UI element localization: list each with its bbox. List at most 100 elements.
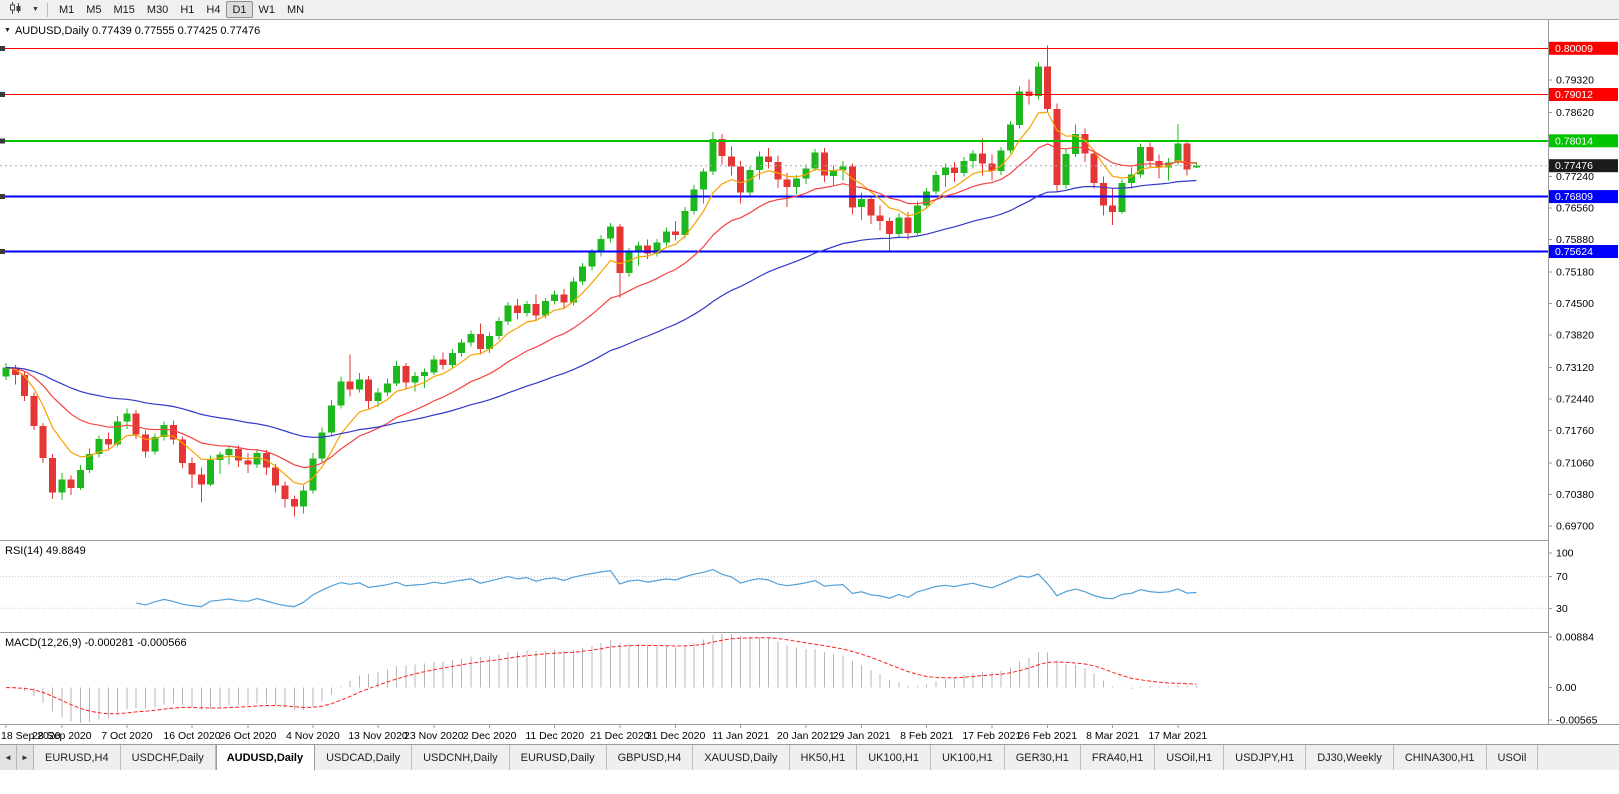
svg-text:29 Jan 2021: 29 Jan 2021 xyxy=(833,730,891,742)
svg-text:8 Mar 2021: 8 Mar 2021 xyxy=(1086,730,1139,742)
chart-tab-ger30-h1[interactable]: GER30,H1 xyxy=(1004,745,1081,770)
svg-text:2 Dec 2020: 2 Dec 2020 xyxy=(463,730,517,742)
period-button-w1[interactable]: W1 xyxy=(258,3,276,16)
hline-handle[interactable] xyxy=(0,194,5,200)
svg-text:20 Jan 2021: 20 Jan 2021 xyxy=(777,730,835,742)
svg-text:16 Oct 2020: 16 Oct 2020 xyxy=(163,730,220,742)
chart-tab-usdcnh-daily[interactable]: USDCNH,Daily xyxy=(412,745,510,770)
svg-text:17 Feb 2021: 17 Feb 2021 xyxy=(962,730,1021,742)
svg-text:0.74500: 0.74500 xyxy=(1556,298,1594,310)
macd-histogram xyxy=(14,634,1197,723)
svg-text:21 Dec 2020: 21 Dec 2020 xyxy=(590,730,650,742)
time-axis[interactable] xyxy=(0,725,1619,744)
hline-handle[interactable] xyxy=(0,249,5,254)
svg-text:30: 30 xyxy=(1556,603,1568,615)
price-badge: 0.76809 xyxy=(1549,190,1618,204)
svg-text:0.71060: 0.71060 xyxy=(1556,458,1594,470)
svg-text:70: 70 xyxy=(1556,571,1568,583)
chart-tabs: EURUSD,H4 USDCHF,Daily AUDUSD,Daily USDCAD,… xyxy=(34,745,1539,770)
chevron-down-icon[interactable]: ▼ xyxy=(32,6,39,13)
svg-text:0.79012: 0.79012 xyxy=(1555,89,1593,101)
svg-text:4 Nov 2020: 4 Nov 2020 xyxy=(286,730,340,742)
tab-scroll-right-button[interactable]: ► xyxy=(17,745,34,770)
price-badge: 0.78014 xyxy=(1549,134,1618,148)
svg-text:0.76560: 0.76560 xyxy=(1556,203,1594,215)
svg-text:28 Sep 2020: 28 Sep 2020 xyxy=(32,730,92,742)
svg-text:0.75624: 0.75624 xyxy=(1555,246,1593,258)
svg-text:18 Sep 2020: 18 Sep 2020 xyxy=(1,730,61,742)
svg-text:0.00: 0.00 xyxy=(1556,682,1577,694)
svg-text:7 Oct 2020: 7 Oct 2020 xyxy=(101,730,153,742)
svg-text:11 Jan 2021: 11 Jan 2021 xyxy=(712,730,769,742)
svg-text:0.76809: 0.76809 xyxy=(1555,191,1593,203)
svg-text:0.00884: 0.00884 xyxy=(1556,632,1594,644)
chart-tab-gbpusd-h4[interactable]: GBPUSD,H4 xyxy=(606,745,694,770)
svg-text:26 Feb 2021: 26 Feb 2021 xyxy=(1018,730,1077,742)
period-button-d1[interactable]: D1 xyxy=(226,1,253,18)
hline-handle[interactable] xyxy=(0,45,5,51)
svg-text:0.77476: 0.77476 xyxy=(1555,160,1593,172)
chart-tab-usdjpy-h1[interactable]: USDJPY,H1 xyxy=(1224,745,1307,770)
candlestick-series xyxy=(2,45,1200,517)
timeframe-button-group: M1 M5 M15 M30 H1 H4 D1 W1 MN xyxy=(53,1,310,18)
period-button-h1[interactable]: H1 xyxy=(180,3,195,16)
svg-text:0.75180: 0.75180 xyxy=(1556,267,1594,279)
ma-line-7 xyxy=(5,111,1197,486)
svg-text:0.73820: 0.73820 xyxy=(1556,330,1594,342)
period-button-m30[interactable]: M30 xyxy=(146,3,169,16)
svg-text:0.69700: 0.69700 xyxy=(1556,521,1594,533)
svg-text:13 Nov 2020: 13 Nov 2020 xyxy=(348,730,408,742)
macd-signal-line xyxy=(5,637,1197,715)
svg-text:0.75880: 0.75880 xyxy=(1556,234,1594,246)
period-button-mn[interactable]: MN xyxy=(287,3,305,16)
price-badge: 0.80009 xyxy=(1549,41,1618,55)
toolbar: ▼ M1 M5 M15 M30 H1 H4 D1 W1 MN xyxy=(0,0,1619,20)
chart-tab-usoil-h1[interactable]: USOil,H1 xyxy=(1155,745,1225,770)
svg-text:11 Dec 2020: 11 Dec 2020 xyxy=(525,730,584,742)
chart-tab-usdchf-daily[interactable]: USDCHF,Daily xyxy=(120,745,216,770)
chart-tab-uk100-h1[interactable]: UK100,H1 xyxy=(857,745,931,770)
price-badge: 0.75624 xyxy=(1549,245,1618,258)
svg-text:0.80009: 0.80009 xyxy=(1555,43,1593,55)
price-axis-labels: 0.79320 0.78620 0.77240 0.76560 0.75880 0.751… xyxy=(1548,75,1598,727)
chart-tab-bar: ◄ ► EURUSD,H4 USDCHF,Daily AUDUSD,Daily USD… xyxy=(0,744,1619,770)
horizontal-lines-layer xyxy=(0,45,1548,254)
period-button-m5[interactable]: M5 xyxy=(86,3,102,16)
svg-text:26 Oct 2020: 26 Oct 2020 xyxy=(219,730,276,742)
chart-tab-usdcad-daily[interactable]: USDCAD,Daily xyxy=(315,745,413,770)
hline-handle[interactable] xyxy=(0,92,5,97)
ma-line-18 xyxy=(5,143,1197,469)
period-button-m1[interactable]: M1 xyxy=(58,3,75,16)
svg-text:0.77240: 0.77240 xyxy=(1556,171,1594,183)
chart-tab-hk50-h1[interactable]: HK50,H1 xyxy=(789,745,858,770)
svg-text:31 Dec 2020: 31 Dec 2020 xyxy=(646,730,706,742)
rsi-line xyxy=(136,568,1197,608)
price-badge: 0.77476 xyxy=(1549,159,1618,173)
chart-type-button[interactable] xyxy=(3,1,28,18)
period-button-m15[interactable]: M15 xyxy=(113,3,135,16)
svg-text:0.78620: 0.78620 xyxy=(1556,107,1594,119)
chart-tab-eurusd-h4[interactable]: EURUSD,H4 xyxy=(34,745,121,770)
chart-tab-dj30-weekly[interactable]: DJ30,Weekly xyxy=(1306,745,1394,770)
chart-tab-xauusd-daily[interactable]: XAUUSD,Daily xyxy=(693,745,790,770)
svg-text:0.78014: 0.78014 xyxy=(1555,135,1593,147)
hline-handle[interactable] xyxy=(0,138,5,144)
chart-plot-area[interactable]: 0.79320 0.78620 0.77240 0.76560 0.75880 0.751… xyxy=(0,20,1619,744)
candlestick-chart-icon xyxy=(9,2,22,17)
chart-tab-china300-h1[interactable]: CHINA300,H1 xyxy=(1393,745,1487,770)
svg-text:17 Mar 2021: 17 Mar 2021 xyxy=(1148,730,1207,742)
chart-tab-uk100-h1[interactable]: UK100,H1 xyxy=(930,745,1005,770)
period-button-h4[interactable]: H4 xyxy=(206,3,221,16)
toolbar-separator xyxy=(46,2,48,17)
svg-text:-0.00565: -0.00565 xyxy=(1556,715,1598,727)
svg-text:8 Feb 2021: 8 Feb 2021 xyxy=(900,730,953,742)
tab-scroll-left-button[interactable]: ◄ xyxy=(0,745,17,770)
svg-text:100: 100 xyxy=(1556,547,1574,559)
chart-tab-eurusd-daily[interactable]: EURUSD,Daily xyxy=(509,745,607,770)
chart-tab-fra40-h1[interactable]: FRA40,H1 xyxy=(1080,745,1156,770)
chart-tab-usoil[interactable]: USOil xyxy=(1486,745,1539,770)
chart-tab-audusd-daily[interactable]: AUDUSD,Daily xyxy=(215,745,316,770)
ma-line-48 xyxy=(5,179,1197,438)
